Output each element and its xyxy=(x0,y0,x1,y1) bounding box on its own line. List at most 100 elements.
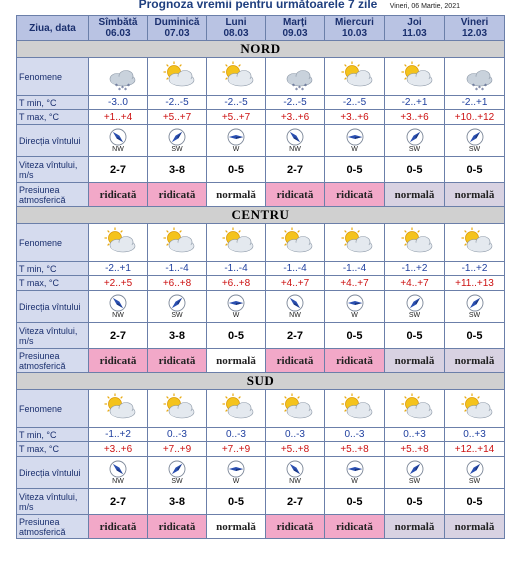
tmax-value: +5..+8 xyxy=(265,441,325,457)
pressure-value: normală xyxy=(444,182,505,207)
wind-direction-value: SW xyxy=(171,312,183,319)
tmax-value: +4..+7 xyxy=(384,275,445,291)
weather-cell xyxy=(206,389,266,428)
pressure-value: ridicată xyxy=(265,348,325,373)
wind-speed-label: Viteza vîntului, m/s xyxy=(16,322,89,349)
wind-speed-row: Viteza vîntului, m/s 2-7 3-8 0-5 2-7 0-5 0-5 0-… xyxy=(16,156,505,183)
pressure-row: Presiunea atmosferică ridicată ridicată nor… xyxy=(16,514,505,539)
pressure-value: ridicată xyxy=(265,514,325,539)
pressure-value: ridicată xyxy=(147,514,207,539)
tmin-value: -1..-4 xyxy=(265,261,325,276)
day-header: Duminică 07.03 xyxy=(147,15,207,41)
day-date: 06.03 xyxy=(105,28,131,39)
weather-cell xyxy=(265,223,325,262)
svg-text:*: * xyxy=(118,87,121,93)
weather-cell xyxy=(384,223,445,262)
tmax-value: +5..+7 xyxy=(206,109,266,125)
day-header: Sîmbătă 06.03 xyxy=(88,15,148,41)
partly-cloudy-icon xyxy=(401,227,432,252)
pressure-row: Presiunea atmosferică ridicată ridicată nor… xyxy=(16,348,505,373)
wind-direction-value: W xyxy=(232,478,240,485)
tmin-value: -2..-5 xyxy=(206,95,266,110)
tmin-value: -2..-5 xyxy=(324,95,385,110)
wind-direction-cell: W xyxy=(206,456,266,489)
day-name: Miercuri xyxy=(335,17,374,28)
day-name: Luni xyxy=(225,17,247,28)
wind-speed-value: 2-7 xyxy=(265,488,325,515)
pressure-value: ridicată xyxy=(324,514,385,539)
phenomena-row: Fenomene xyxy=(16,389,505,428)
pressure-value: ridicată xyxy=(147,182,207,207)
tmin-label: T min, °C xyxy=(16,95,89,110)
compass-icon xyxy=(227,128,245,146)
phenomena-label: Fenomene xyxy=(16,223,89,262)
header-row: Ziua, data Sîmbătă 06.03 Duminică 07.03 Luni 0… xyxy=(16,15,505,41)
day-name: Marți xyxy=(283,17,307,28)
weather-cell xyxy=(147,223,207,262)
wind-direction-cell: NW xyxy=(265,124,325,157)
wind-speed-value: 0-5 xyxy=(444,156,505,183)
compass-icon xyxy=(109,128,127,146)
tmax-value: +12..+14 xyxy=(444,441,505,457)
weather-cell xyxy=(324,223,385,262)
compass-icon xyxy=(466,294,483,312)
tmax-row: T max, °C +2..+5 +6..+8 +6..+8 +4..+7 +4..+7 +… xyxy=(16,275,505,291)
wind-direction-value: W xyxy=(232,312,240,319)
tmin-value: -3..0 xyxy=(88,95,148,110)
phenomena-label: Fenomene xyxy=(16,57,89,96)
day-date: 10.03 xyxy=(341,28,368,39)
wind-direction-value: NW xyxy=(112,312,124,319)
tmin-value: -1..+2 xyxy=(444,261,505,276)
partly-cloudy-icon xyxy=(222,393,254,418)
forecast-table: Ziua, data Sîmbătă 06.03 Duminică 07.03 Luni 0… xyxy=(16,15,505,539)
compass-icon xyxy=(109,294,127,312)
svg-text:*: * xyxy=(478,85,481,92)
wind-direction-value: W xyxy=(351,146,358,153)
wind-direction-row: Direcția vîntului NW SW W NW W SW SW xyxy=(16,290,505,323)
tmin-label: T min, °C xyxy=(16,427,89,442)
day-date: 11.03 xyxy=(402,28,427,39)
snow-icon: * * ** * xyxy=(286,69,313,93)
partly-cloudy-icon xyxy=(401,61,432,86)
wind-direction-cell: W xyxy=(206,124,266,157)
wind-direction-cell: NW xyxy=(88,456,148,489)
pressure-value: normală xyxy=(384,348,445,373)
pressure-value: normală xyxy=(384,182,445,207)
wind-direction-cell: SW xyxy=(147,124,207,157)
weather-cell xyxy=(324,57,385,96)
wind-speed-value: 0-5 xyxy=(444,322,505,349)
day-header: Marți 09.03 xyxy=(265,15,325,41)
wind-speed-row: Viteza vîntului, m/s 2-7 3-8 0-5 2-7 0-5 0-5 0-… xyxy=(16,488,505,515)
wind-direction-value: SW xyxy=(408,478,421,485)
wind-direction-value: W xyxy=(351,478,358,485)
tmax-row: T max, °C +3..+6 +7..+9 +7..+9 +5..+8 +5..+8 +… xyxy=(16,441,505,457)
tmin-value: -1..+2 xyxy=(88,427,148,442)
partly-cloudy-icon xyxy=(163,61,195,86)
region-row: CENTRU xyxy=(16,206,505,224)
tmax-value: +5..+8 xyxy=(384,441,445,457)
partly-cloudy-icon xyxy=(401,393,432,418)
svg-text:*: * xyxy=(304,83,307,90)
wind-direction-cell: NW xyxy=(265,456,325,489)
tmin-value: -2..+1 xyxy=(384,95,445,110)
wind-direction-value: W xyxy=(232,146,240,153)
pressure-value: ridicată xyxy=(88,348,148,373)
weather-cell: * * * * * xyxy=(265,57,325,96)
svg-text:*: * xyxy=(295,87,298,93)
day-date: 08.03 xyxy=(223,28,249,39)
compass-icon xyxy=(168,460,186,478)
wind-direction-cell: NW xyxy=(265,290,325,323)
wind-direction-value: NW xyxy=(289,478,301,485)
wind-direction-cell: SW xyxy=(444,290,505,323)
day-header: Joi 11.03 xyxy=(384,15,445,41)
compass-icon xyxy=(346,128,363,146)
wind-speed-value: 3-8 xyxy=(147,488,207,515)
tmin-row: T min, °C -2..+1 -1..-4 -1..-4 -1..-4 -1..-4-… xyxy=(16,261,505,276)
snow-icon: * * ** * xyxy=(109,69,136,93)
current-date: Vineri, 06 Martie, 2021 xyxy=(389,3,460,10)
tmax-value: +7..+9 xyxy=(147,441,207,457)
tmin-label: T min, °C xyxy=(16,261,89,276)
wind-direction-cell: SW xyxy=(147,456,207,489)
tmin-value: 0..-3 xyxy=(147,427,207,442)
tmin-row: T min, °C -1..+2 0..-3 0..-3 0..-3 0..-3 0..+3… xyxy=(16,427,505,442)
